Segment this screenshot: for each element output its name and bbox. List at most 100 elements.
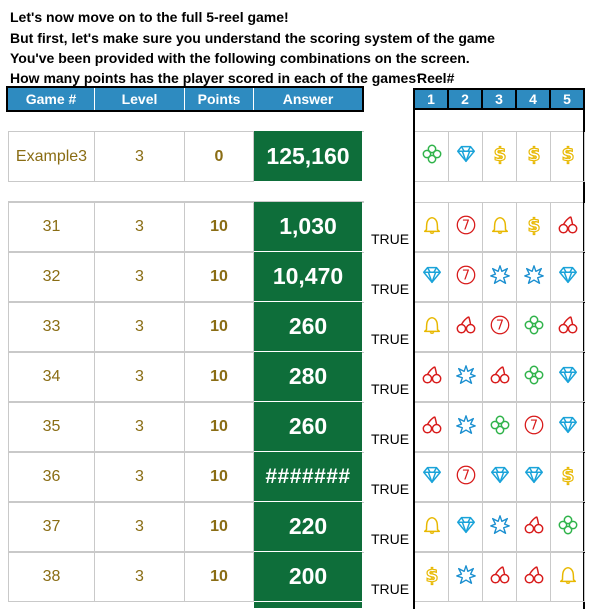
game-row-35-level[interactable]: 3 — [95, 403, 185, 452]
clover-icon — [557, 514, 579, 541]
game-row-33-points[interactable]: 10 — [185, 303, 254, 352]
game-row-32-reel1-cell[interactable] — [415, 253, 449, 302]
game-row-32-reel4-cell[interactable] — [517, 253, 551, 302]
game-row-33-reel2-cell[interactable] — [449, 303, 483, 352]
game-row-32-reel2-cell[interactable]: 7 — [449, 253, 483, 302]
game-row-37-reel2-cell[interactable] — [449, 503, 483, 552]
game-row-32-reel3-cell[interactable] — [483, 253, 517, 302]
star-icon — [455, 364, 477, 391]
game-row-31-game[interactable]: 31 — [9, 203, 95, 252]
example-row-game[interactable]: Example3 — [9, 132, 95, 182]
game-row-35-reel5-cell[interactable] — [551, 403, 585, 452]
game-row-37-reel1-cell[interactable] — [415, 503, 449, 552]
game-row-34-reel1-cell[interactable] — [415, 353, 449, 402]
game-row-37-answer[interactable]: 220 — [254, 502, 362, 552]
game-row-33-reel5-cell[interactable] — [551, 303, 585, 352]
game-row-38-answer[interactable]: 200 — [254, 552, 362, 602]
reel-header-2[interactable]: 2 — [449, 88, 483, 110]
game-row-36-top-line — [8, 452, 364, 453]
header-answer[interactable]: Answer — [254, 88, 362, 110]
game-row-31-answer[interactable]: 1,030 — [254, 202, 362, 252]
example-row-answer[interactable]: 125,160 — [254, 131, 362, 182]
game-row-35-points[interactable]: 10 — [185, 403, 254, 452]
game-row-33-reel3-cell[interactable]: 7 — [483, 303, 517, 352]
game-row-32-points[interactable]: 10 — [185, 253, 254, 302]
game-row-31-reel2-cell[interactable]: 7 — [449, 203, 483, 252]
game-row-36-points[interactable]: 10 — [185, 453, 254, 502]
game-row-31-reel4-cell[interactable]: $ — [517, 203, 551, 252]
example-row-reel3-cell[interactable]: $ — [483, 132, 517, 182]
game-row-32-game[interactable]: 32 — [9, 253, 95, 302]
game-row-38-reel5-cell[interactable] — [551, 553, 585, 602]
game-row-31-reel1-cell[interactable] — [415, 203, 449, 252]
seven-icon: 7 — [489, 314, 511, 341]
example-row-points[interactable]: 0 — [185, 132, 254, 182]
game-row-31-reel5-cell[interactable] — [551, 203, 585, 252]
game-row-37-points[interactable]: 10 — [185, 503, 254, 552]
reel-header-4[interactable]: 4 — [517, 88, 551, 110]
game-row-34-answer[interactable]: 280 — [254, 352, 362, 402]
game-row-31-check: TRUE — [371, 231, 410, 247]
game-row-35-reel1-cell[interactable] — [415, 403, 449, 452]
game-row-32-reel5-cell[interactable] — [551, 253, 585, 302]
seven-icon: 7 — [455, 214, 477, 241]
game-row-38-level[interactable]: 3 — [95, 553, 185, 602]
example-row-reel2-cell[interactable] — [449, 132, 483, 182]
game-row-35-reel2-cell[interactable] — [449, 403, 483, 452]
game-row-33-answer[interactable]: 260 — [254, 302, 362, 352]
cherry-icon — [421, 414, 443, 441]
game-row-33-top-line — [8, 302, 364, 303]
game-row-34-level[interactable]: 3 — [95, 353, 185, 402]
game-row-38-reel3-cell[interactable] — [483, 553, 517, 602]
header-points[interactable]: Points — [185, 88, 253, 110]
game-row-37-reel4-cell[interactable] — [517, 503, 551, 552]
game-row-31-reel3-cell[interactable] — [483, 203, 517, 252]
game-row-33-reel1-cell[interactable] — [415, 303, 449, 352]
example-row-reel5-cell[interactable]: $ — [551, 132, 585, 182]
example-row-reel4-cell[interactable]: $ — [517, 132, 551, 182]
game-row-37-reel3-cell[interactable] — [483, 503, 517, 552]
game-row-37-game[interactable]: 37 — [9, 503, 95, 552]
game-row-38-reel1-cell[interactable]: $ — [415, 553, 449, 602]
game-row-37-reel5-cell[interactable] — [551, 503, 585, 552]
bell-icon — [557, 564, 579, 591]
game-row-34-game[interactable]: 34 — [9, 353, 95, 402]
reel-header-5[interactable]: 5 — [551, 88, 585, 110]
game-row-32-answer[interactable]: 10,470 — [254, 252, 362, 302]
game-row-35-game[interactable]: 35 — [9, 403, 95, 452]
header-game[interactable]: Game # — [8, 88, 94, 110]
game-row-34-reel5-cell[interactable] — [551, 353, 585, 402]
game-row-35-reel4-cell[interactable]: 7 — [517, 403, 551, 452]
game-row-38-reel2-cell[interactable] — [449, 553, 483, 602]
game-row-31-level[interactable]: 3 — [95, 203, 185, 252]
game-row-34-points[interactable]: 10 — [185, 353, 254, 402]
game-row-34-reel3-cell[interactable] — [483, 353, 517, 402]
game-row-35-answer[interactable]: 260 — [254, 402, 362, 452]
game-row-36-reel1-cell[interactable] — [415, 453, 449, 502]
game-row-36-reel4-cell[interactable] — [517, 453, 551, 502]
example-row-level[interactable]: 3 — [95, 132, 185, 182]
game-row-34-reel4-cell[interactable] — [517, 353, 551, 402]
game-row-36-game[interactable]: 36 — [9, 453, 95, 502]
example-row-reel1-cell[interactable] — [415, 132, 449, 182]
game-row-36-reel2-cell[interactable]: 7 — [449, 453, 483, 502]
header-level[interactable]: Level — [95, 88, 184, 110]
game-row-37-level[interactable]: 3 — [95, 503, 185, 552]
reel-header-3[interactable]: 3 — [483, 88, 517, 110]
game-row-33-level[interactable]: 3 — [95, 303, 185, 352]
game-row-36-level[interactable]: 3 — [95, 453, 185, 502]
game-row-38-points[interactable]: 10 — [185, 553, 254, 602]
reel-header-1[interactable]: 1 — [413, 88, 449, 110]
game-row-35-reel3-cell[interactable] — [483, 403, 517, 452]
game-row-36-answer[interactable]: ####### — [254, 452, 362, 502]
game-row-33-game[interactable]: 33 — [9, 303, 95, 352]
game-row-31-points[interactable]: 10 — [185, 203, 254, 252]
game-row-36-reel3-cell[interactable] — [483, 453, 517, 502]
game-row-34-reel2-cell[interactable] — [449, 353, 483, 402]
game-row-32-level[interactable]: 3 — [95, 253, 185, 302]
game-row-36-reel5-cell[interactable]: $ — [551, 453, 585, 502]
next-row-answer-partial — [254, 602, 362, 609]
game-row-38-reel4-cell[interactable] — [517, 553, 551, 602]
game-row-33-reel4-cell[interactable] — [517, 303, 551, 352]
game-row-38-game[interactable]: 38 — [9, 553, 95, 602]
